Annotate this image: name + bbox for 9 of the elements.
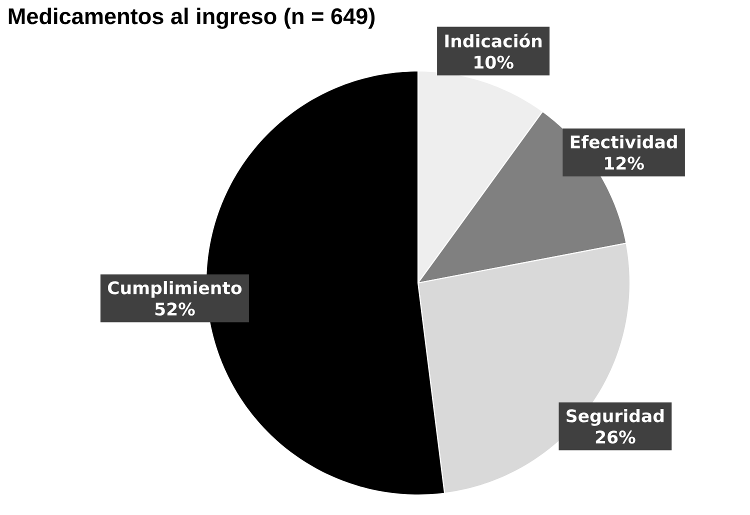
slice-label: Indicación <box>445 33 542 48</box>
chart-title: Medicamentos al ingreso (n = 649) <box>8 8 375 29</box>
data-label: 10% <box>474 56 514 69</box>
slice-label: Seguridad <box>566 408 664 426</box>
data-label: 26% <box>596 430 636 444</box>
slice-label: Efectividad <box>570 135 677 148</box>
slice-label: Cumplimiento <box>108 280 242 298</box>
data-label: 12% <box>605 156 644 170</box>
data-label: 52% <box>155 302 195 316</box>
